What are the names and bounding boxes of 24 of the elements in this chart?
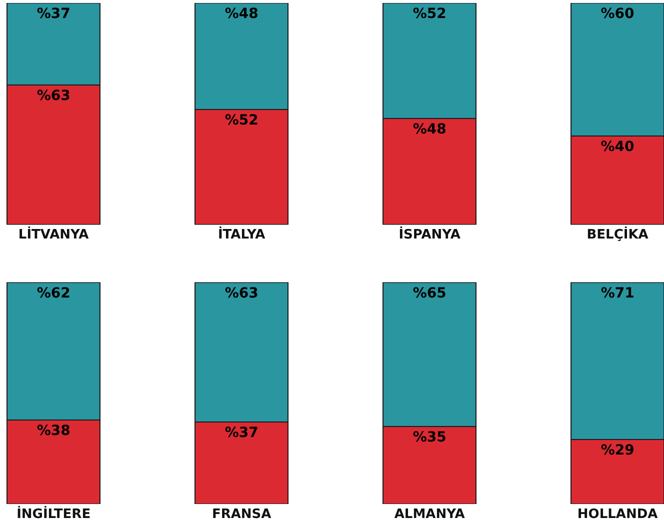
x-tick-label: İSPANYA [398,226,460,243]
data-label: %37 [36,6,70,22]
data-label: %29 [600,442,634,459]
x-tick-label: LİTVANYA [18,226,89,243]
x-tick-label: BELÇİKA [586,226,648,243]
data-label: %38 [36,422,70,439]
data-label: %65 [412,285,446,302]
x-tick-label: FRANSA [212,507,272,522]
data-label: %52 [224,112,258,128]
x-tick-label: İTALYA [218,226,266,243]
data-label: %71 [600,285,634,302]
x-tick-label: İNGİLTERE [16,505,91,522]
data-label: %40 [600,139,634,156]
data-label: %62 [36,285,70,302]
data-label: %48 [412,121,446,138]
data-label: %63 [224,285,258,302]
data-label: %63 [36,88,70,104]
x-tick-label: ALMANYA [394,507,465,522]
data-label: %35 [412,429,446,446]
x-tick-label: HOLLANDA [577,507,658,522]
data-label: %60 [600,6,634,22]
data-label: %48 [224,6,258,22]
data-label: %37 [224,424,258,441]
data-label: %52 [412,6,446,22]
